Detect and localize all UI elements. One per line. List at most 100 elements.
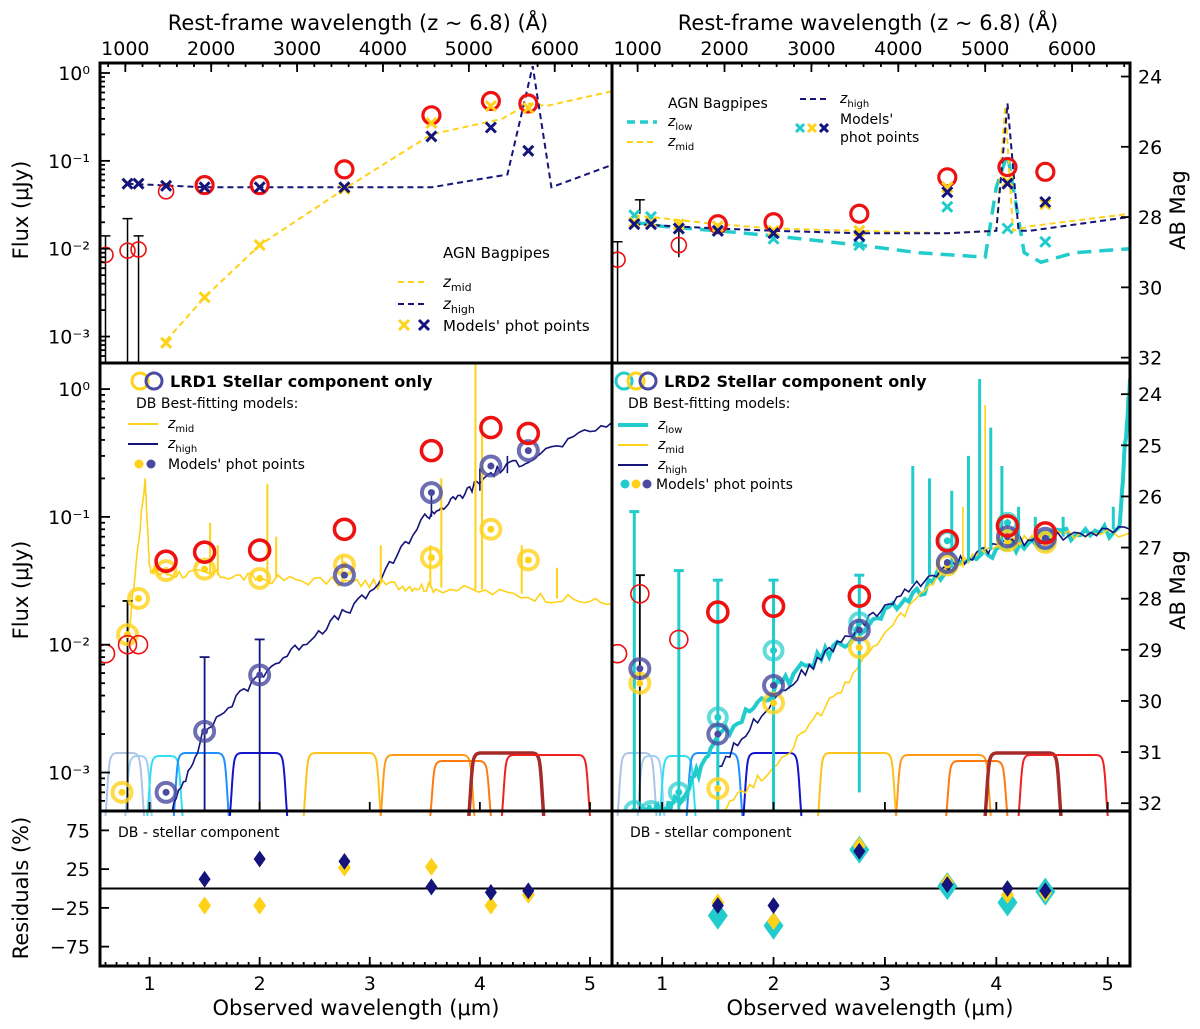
top-tick-label: 4000 xyxy=(874,38,922,60)
model-phot-dot-zmid xyxy=(487,525,495,533)
flux-tick-label: 10⁻² xyxy=(48,635,90,657)
observed-point xyxy=(612,251,626,268)
panel-frame-res-right xyxy=(610,809,1132,968)
cross-stroke xyxy=(1039,235,1052,248)
model-phot-zhigh xyxy=(484,121,497,134)
observed-point xyxy=(1035,161,1056,182)
model-phot-dot-zmid xyxy=(256,574,264,582)
model-phot-ring-zhigh xyxy=(995,525,1019,549)
model-phot-dot-zhigh xyxy=(770,681,778,689)
bottom-tick-label: 1 xyxy=(144,973,156,995)
filter-curve-8 xyxy=(467,751,546,817)
model-phot-dot-zhigh xyxy=(855,626,863,634)
model-line-zhigh xyxy=(127,65,612,189)
observed-point xyxy=(334,159,355,180)
top-tick-label: 3000 xyxy=(787,38,835,60)
top-tick-label: 6000 xyxy=(1048,38,1096,60)
residual-label-left: DB - stellar component xyxy=(118,825,280,841)
model-phot-dot-zhigh xyxy=(636,665,644,673)
model-phot-ring-zlow xyxy=(623,800,646,811)
mag-tick-label: 32 xyxy=(1138,793,1162,815)
filter-curve-7 xyxy=(429,760,492,817)
model-phot-dot-zmid xyxy=(118,788,126,796)
residual-point-zmid xyxy=(198,896,212,915)
observed-point xyxy=(995,514,1020,538)
bottom-tick-label: 5 xyxy=(1102,973,1114,995)
legend-label-phot: Models' phot points xyxy=(168,457,305,473)
model-phot-ring-zmid xyxy=(419,546,443,570)
residual-point-zlow xyxy=(707,901,728,930)
filter-curve-3 xyxy=(172,752,230,817)
top-tick-label: 5000 xyxy=(445,38,493,60)
filter-curve-8 xyxy=(983,751,1063,817)
cross-stroke xyxy=(711,220,724,233)
mag-tick-label: 28 xyxy=(1138,207,1162,229)
legend-agn-right: AGN Bagpipes zlow zmid zhigh Models' phot… xyxy=(627,91,919,153)
legend-dot-zmid xyxy=(134,459,144,469)
bottom-tick-label: 2 xyxy=(767,973,779,995)
flux-tick-label: 10⁻¹ xyxy=(48,507,90,529)
model-phot-zlow xyxy=(1039,235,1052,248)
mag-axis-title-mid: AB Mag xyxy=(1166,550,1190,630)
model-phot-zlow xyxy=(853,239,866,252)
observed-point xyxy=(761,594,786,619)
top-tick-label: 2000 xyxy=(700,38,748,60)
chart-stellar-lrd2 xyxy=(612,378,1130,811)
filter-curve-3 xyxy=(685,752,744,817)
bottom-tick-label: 2 xyxy=(254,973,266,995)
model-line-zmid xyxy=(165,90,612,342)
chart-residuals-right xyxy=(612,835,1130,940)
filter-curve-7 xyxy=(945,760,1009,817)
model-phot-zhigh xyxy=(338,181,351,194)
legend-dot-zmid xyxy=(631,479,641,489)
residual-point-zhigh xyxy=(484,883,497,901)
model-phot-zlow xyxy=(1001,222,1014,235)
legend-dot-zhigh xyxy=(642,479,652,489)
observed-point xyxy=(935,529,960,553)
model-phot-dot-zmid xyxy=(201,565,209,573)
title-marker-zmid xyxy=(626,371,646,391)
top-tick-label: 6000 xyxy=(531,38,579,60)
model-phot-dot-zlow xyxy=(1003,519,1011,527)
bottom-tick-label: 1 xyxy=(656,973,668,995)
model-phot-dot-zhigh xyxy=(162,788,170,796)
cross-stroke xyxy=(853,229,866,242)
model-phot-ring-zlow xyxy=(667,781,690,804)
model-line-zlow xyxy=(634,153,1130,265)
mag-tick-label: 30 xyxy=(1138,691,1162,713)
cross-stroke xyxy=(853,239,866,252)
cross-stroke xyxy=(1039,198,1052,211)
cross-stroke xyxy=(644,218,658,231)
observed-point xyxy=(419,438,444,463)
model-phot-zhigh xyxy=(644,218,658,231)
observed-point xyxy=(194,174,215,196)
model-phot-zmid xyxy=(767,224,780,237)
mag-tick-label: 27 xyxy=(1138,538,1162,560)
observed-point xyxy=(847,584,872,608)
bottom-tick-label: 3 xyxy=(879,973,891,995)
residual-point-zhigh xyxy=(767,897,780,914)
legend-cross-zhigh xyxy=(818,122,830,134)
model-phot-dot-zlow xyxy=(675,788,683,796)
model-phot-ring-zlow xyxy=(762,639,785,662)
cross-stroke xyxy=(253,181,266,194)
mag-tick-label: 30 xyxy=(1138,277,1162,299)
observed-point xyxy=(247,538,272,562)
model-phot-ring-zmid xyxy=(628,671,652,695)
model-phot-dot-zlow xyxy=(770,647,778,655)
observed-point xyxy=(706,600,730,624)
observed-point xyxy=(516,421,541,446)
model-phot-dot-zhigh xyxy=(487,462,495,470)
residual-tick-label: 75 xyxy=(66,820,90,842)
legend-label-zlow: zlow xyxy=(667,114,692,133)
model-phot-ring-zhigh xyxy=(847,618,871,642)
cross-stroke xyxy=(338,181,351,194)
observed-point xyxy=(332,517,357,542)
flux-tick-label: 10⁻² xyxy=(48,239,90,261)
observed-point xyxy=(100,246,114,264)
legend-label-phot: Models' phot points xyxy=(656,477,793,493)
cross-stroke xyxy=(425,130,438,143)
model-phot-zhigh xyxy=(628,218,641,231)
observed-point xyxy=(249,174,270,196)
chart-agn-right xyxy=(612,103,1130,363)
